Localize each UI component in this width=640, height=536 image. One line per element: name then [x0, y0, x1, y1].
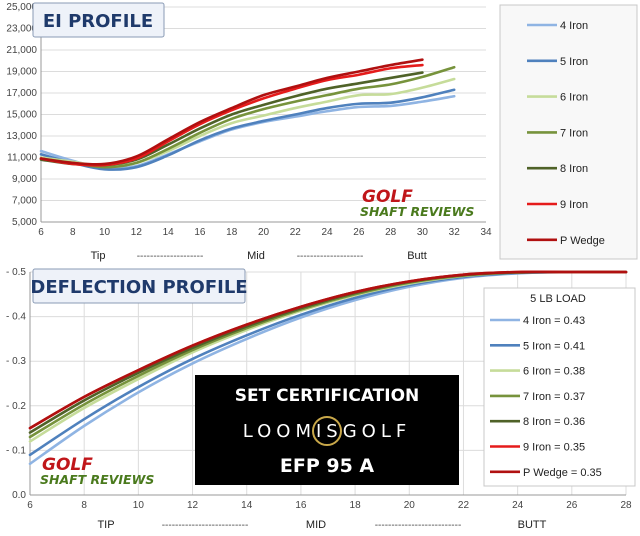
brand-logo-top: GOLF SHAFT REVIEWS	[360, 187, 474, 219]
x-tick-label: 14	[241, 500, 253, 511]
legend-label: 9 Iron	[560, 199, 588, 211]
y-tick-label: 19,000	[6, 67, 37, 78]
brand-golf-bottom: GOLF	[42, 455, 93, 475]
legend-label: 7 Iron	[560, 127, 588, 139]
loomis-golf-logo: LOOMISGOLF	[243, 416, 412, 446]
y-tick-label: 7,000	[12, 196, 37, 207]
y-tick-label: 11,000	[7, 153, 37, 164]
x-tick-label: 30	[417, 227, 429, 238]
x-tick-label: 10	[99, 227, 111, 238]
ei-legend: 4 Iron 5 Iron 6 Iron 7 Iron 8 Iron 9 Iron P We…	[499, 4, 638, 260]
x-tick-label: 14	[163, 227, 175, 238]
y-tick-label: 23,000	[6, 24, 37, 35]
series-line-p-wedge	[28, 270, 628, 430]
y-tick-label: 13,000	[6, 131, 37, 142]
x-tick-label: 16	[295, 500, 307, 511]
x-tick-label: 6	[27, 500, 33, 511]
loomis-golf-text: LOOMISGOLF	[243, 421, 412, 442]
x-tick-label: 10	[133, 500, 145, 511]
y-tick-label: 9,000	[12, 174, 37, 185]
y-tick-label: - 0.3	[6, 356, 26, 367]
x-tick-label: 24	[512, 500, 524, 511]
x-tick-label: 8	[81, 500, 87, 511]
brand-logo-bottom: GOLF SHAFT REVIEWS	[40, 455, 154, 487]
ei-title-box: EI PROFILE	[32, 2, 165, 38]
deflection-legend: 5 LB LOAD 4 Iron = 0.43 5 Iron = 0.41 6 Ir…	[483, 287, 636, 487]
legend-label: 6 Iron	[560, 92, 588, 104]
section-dash: --------------------	[137, 251, 204, 262]
x-tick-label: 26	[353, 227, 365, 238]
certification-heading: SET CERTIFICATION	[235, 386, 420, 406]
series-line-p-wedge	[39, 58, 424, 166]
brand-reviews-bottom: SHAFT REVIEWS	[40, 472, 154, 487]
y-tick-label: 0.0	[12, 490, 26, 501]
y-tick-label: - 0.2	[6, 401, 26, 412]
y-tick-label: - 0.5	[6, 267, 26, 278]
brand-golf-top: GOLF	[362, 187, 413, 207]
x-tick-label: 34	[480, 227, 492, 238]
y-tick-label: 15,000	[6, 110, 37, 121]
legend-label: 6 Iron = 0.38	[523, 366, 585, 378]
deflection-title-box: DEFLECTION PROFILE	[30, 268, 248, 304]
section-label-tip: Tip	[91, 250, 106, 262]
section-label-mid: MID	[306, 519, 326, 531]
legend-label: P Wedge = 0.35	[523, 467, 602, 479]
y-tick-label: - 0.4	[6, 312, 26, 323]
section-dash: --------------------------	[162, 520, 249, 531]
series-line-7-iron	[39, 65, 456, 169]
deflection-title: DEFLECTION PROFILE	[30, 277, 247, 298]
x-tick-label: 22	[290, 227, 302, 238]
legend-label: 7 Iron = 0.37	[523, 391, 585, 403]
legend-label: 8 Iron = 0.36	[523, 416, 585, 428]
ei-profile-chart: 5,000 7,000 9,000 11,000 13,000 15,000 17,000 1…	[6, 2, 492, 262]
x-tick-label: 20	[258, 227, 270, 238]
x-tick-label: 18	[350, 500, 362, 511]
series-line-5-iron	[39, 88, 456, 171]
section-dash: --------------------	[297, 251, 364, 262]
y-tick-label: - 0.1	[6, 445, 26, 456]
x-tick-label: 6	[38, 227, 44, 238]
x-tick-label: 18	[226, 227, 238, 238]
x-tick-label: 28	[620, 500, 632, 511]
certification-panel: SET CERTIFICATION LOOMISGOLF EFP 95 A	[195, 375, 459, 485]
x-tick-label: 12	[131, 227, 143, 238]
legend-label: 4 Iron	[560, 20, 588, 32]
x-tick-label: 16	[194, 227, 206, 238]
legend-label: 8 Iron	[560, 163, 588, 175]
legend-label: P Wedge	[560, 235, 605, 247]
y-tick-label: 25,000	[6, 2, 37, 13]
legend-label: 5 Iron = 0.41	[523, 340, 585, 352]
legend-label: 4 Iron = 0.43	[523, 315, 585, 327]
section-dash: --------------------------	[375, 520, 462, 531]
x-tick-label: 28	[385, 227, 397, 238]
section-label-tip: TIP	[97, 519, 114, 531]
legend-label: 5 Iron	[560, 56, 588, 68]
certification-model: EFP 95 A	[280, 455, 375, 477]
section-label-butt: Butt	[407, 250, 427, 262]
x-tick-label: 32	[449, 227, 461, 238]
y-tick-label: 21,000	[6, 45, 37, 56]
brand-reviews-top: SHAFT REVIEWS	[360, 204, 474, 219]
section-label-mid: Mid	[247, 250, 265, 262]
deflection-legend-title: 5 LB LOAD	[530, 293, 586, 305]
section-label-butt: BUTT	[518, 519, 547, 531]
y-tick-label: 17,000	[6, 88, 37, 99]
x-tick-label: 20	[404, 500, 416, 511]
x-tick-label: 22	[458, 500, 470, 511]
x-tick-label: 26	[566, 500, 578, 511]
x-tick-label: 8	[70, 227, 76, 238]
ei-title: EI PROFILE	[43, 11, 153, 32]
y-tick-label: 5,000	[12, 217, 37, 228]
legend-label: 9 Iron = 0.35	[523, 442, 585, 454]
x-tick-label: 12	[187, 500, 199, 511]
x-tick-label: 24	[322, 227, 334, 238]
